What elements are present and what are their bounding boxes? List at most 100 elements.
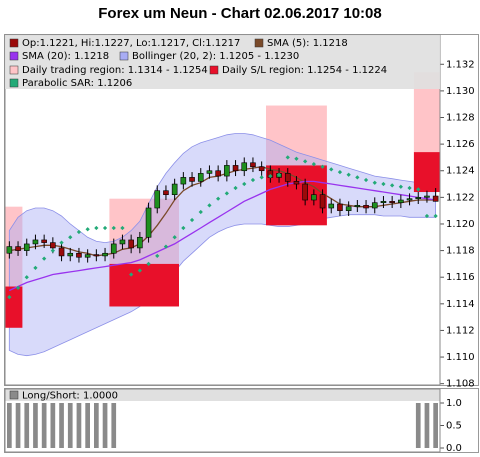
sar-dot	[390, 183, 395, 188]
candle-body	[398, 199, 404, 203]
bar	[76, 403, 82, 448]
sar-dot	[424, 213, 430, 219]
region	[109, 198, 179, 264]
y-tick-label: 1.120	[446, 219, 475, 230]
y-tick-label: 1.114	[446, 299, 475, 310]
candle-body	[145, 207, 152, 238]
candle-body	[232, 165, 239, 172]
candle-body	[250, 162, 256, 168]
candle-body	[363, 205, 369, 209]
sar-dot	[59, 240, 64, 245]
candle-body	[389, 201, 395, 203]
legend-box	[5, 35, 440, 89]
region	[5, 286, 23, 328]
legend-swatch	[9, 51, 19, 61]
legend-label: Bollinger (20, 2): 1.1205 - 1.1230	[132, 51, 299, 62]
sar-dot	[320, 164, 325, 169]
sar-dot	[250, 177, 256, 183]
y-tick-label: 1.128	[446, 113, 475, 124]
candle-body	[171, 183, 178, 195]
candle-body	[32, 239, 39, 245]
candle-body	[258, 166, 265, 172]
candle-body	[311, 194, 317, 201]
candle-body	[154, 190, 161, 209]
sar-dot	[242, 181, 247, 187]
sar-dot	[285, 155, 290, 160]
sar-dot	[329, 167, 334, 172]
sar-dot	[381, 181, 386, 187]
legend-box	[5, 389, 440, 401]
legend-swatch	[9, 65, 19, 75]
candle-body	[206, 170, 213, 174]
sar-dot	[294, 156, 299, 161]
y-tick-label: 0.5	[446, 421, 462, 432]
plot-body	[5, 72, 440, 357]
sar-dot	[207, 203, 212, 208]
bar	[67, 403, 73, 448]
sar-dot	[137, 268, 142, 273]
bar	[424, 403, 430, 448]
y-tick-label: 1.116	[446, 272, 475, 283]
candle-body	[84, 254, 91, 258]
sar-dot	[346, 172, 351, 177]
candle-body	[415, 197, 422, 199]
plot-frame	[4, 388, 441, 453]
candle-body	[128, 239, 134, 249]
sar-dot	[163, 244, 169, 249]
legend-swatch	[9, 38, 19, 48]
candle-body	[371, 202, 378, 209]
candle-body	[215, 170, 221, 177]
candle-body	[197, 173, 204, 182]
region	[266, 105, 327, 166]
sar-dot	[111, 225, 116, 231]
candle-body	[328, 203, 335, 209]
candle-body	[302, 183, 308, 201]
candle-body	[93, 254, 100, 257]
bar	[433, 403, 438, 448]
sar-dot	[398, 184, 403, 189]
legend-label: Long/Short: 1.0000	[22, 391, 118, 402]
candle-body	[380, 201, 387, 203]
sar-dot	[233, 185, 238, 191]
candle-body	[58, 247, 65, 257]
candle-body	[293, 181, 300, 185]
legend-swatch	[9, 390, 19, 400]
candle-body	[180, 177, 187, 185]
bar	[41, 403, 47, 448]
bar	[94, 403, 99, 448]
y-tick-label: 1.110	[446, 352, 475, 363]
sar-dot	[120, 225, 125, 231]
y-tick-label: 1.132	[446, 59, 475, 70]
legend-label: Daily trading region: 1.1314 - 1.1254	[22, 65, 208, 76]
bar	[85, 403, 90, 448]
legend-swatch	[9, 78, 19, 88]
bar	[33, 403, 38, 448]
legend-label: Parabolic SAR: 1.1206	[22, 78, 132, 89]
sar-dot	[189, 217, 195, 223]
candle-body	[337, 203, 343, 211]
main-panel	[4, 34, 479, 386]
sar-dot	[68, 235, 73, 240]
bar	[102, 403, 108, 448]
y-tick-label: 1.112	[446, 325, 475, 336]
candle-body	[163, 190, 169, 195]
candle-body	[6, 246, 13, 254]
sar-dot	[172, 235, 177, 240]
sar-dot	[337, 169, 343, 175]
sar-dot	[102, 225, 108, 231]
sar-dot	[50, 248, 55, 253]
y-tick-label: 1.122	[446, 192, 475, 203]
candle-body	[50, 242, 56, 249]
candle-body	[41, 239, 47, 243]
sar-dot	[433, 213, 438, 219]
region	[109, 263, 179, 307]
sar-dot	[311, 161, 316, 167]
sar-dot	[155, 253, 160, 259]
candle-body	[15, 246, 21, 251]
sar-dot	[224, 191, 229, 196]
bar	[111, 403, 117, 448]
region	[413, 152, 440, 193]
legend-label: Op:1.1221, Hi:1.1227, Lo:1.1217, Cl:1.12…	[22, 38, 240, 49]
y-tick-label: 1.126	[446, 139, 475, 150]
